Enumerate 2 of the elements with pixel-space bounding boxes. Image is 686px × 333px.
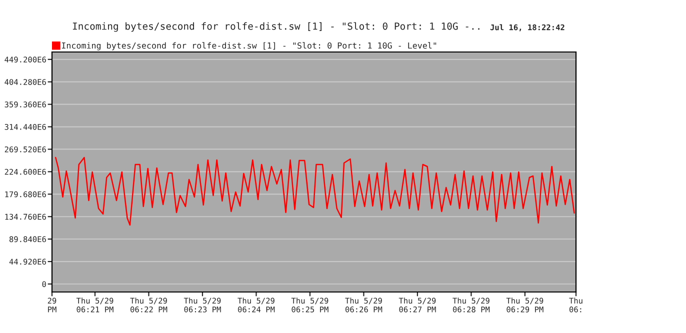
legend-label: Incoming bytes/second for rolfe-dist.sw [1] - "Slot: 0 Port: 1 10G - Level" bbox=[62, 42, 436, 50]
chart-title: Incoming bytes/second for rolfe-dist.sw [1] - "Slot: 0 Port: 1 10G -.. bbox=[72, 22, 480, 32]
